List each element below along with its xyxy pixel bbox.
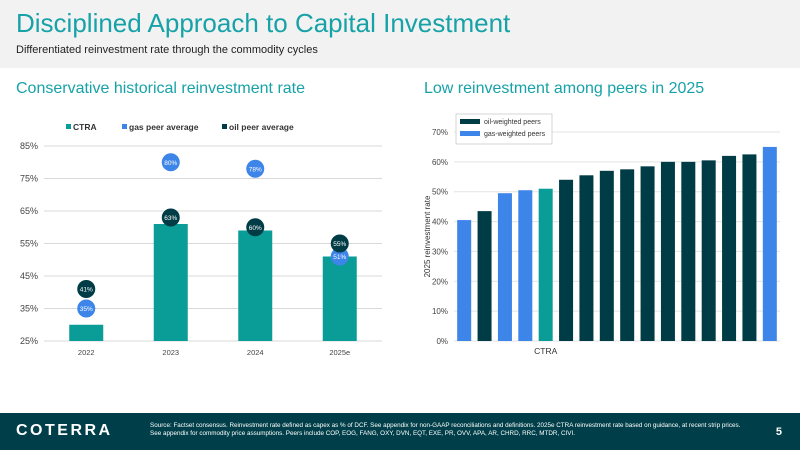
gas-peer-bar <box>762 146 777 341</box>
legend-label: gas-weighted peers <box>484 131 546 138</box>
x-tick-label: 2023 <box>162 348 179 357</box>
gas-peer-bar <box>518 190 533 341</box>
oil-peer-bar <box>599 170 614 341</box>
y-tick-label: 75% <box>20 174 38 184</box>
y-tick-label: 65% <box>20 206 38 216</box>
right-chart-title: Low reinvestment among peers in 2025 <box>424 80 705 97</box>
footer-band: COTERRA Source: Factset consensus. Reinv… <box>0 413 800 450</box>
legend-swatch <box>460 131 480 136</box>
peer-reinvestment-chart: 0% 10% 20% 30% 40% 50% 60% 70% 2025 reinvestment… <box>423 113 780 356</box>
y-tick-label: 50% <box>432 188 448 197</box>
oil-peer-marker <box>77 280 96 298</box>
x-tick-label: 2025e <box>329 348 350 357</box>
x-tick-label: 2022 <box>78 348 95 357</box>
gas-peer-marker <box>330 247 349 266</box>
legend-label: CTRA <box>73 122 97 132</box>
y-tick-label: 20% <box>432 277 448 286</box>
page-subtitle: Differentiated reinvestment rate through… <box>16 44 318 56</box>
oil-peer-bar <box>640 166 655 341</box>
oil-peer-label: 60% <box>249 225 262 232</box>
gas-peer-label: 51% <box>333 254 346 261</box>
legend-label: oil peer average <box>229 122 294 132</box>
gas-peer-marker <box>246 159 265 178</box>
gas-peer-label: 80% <box>164 160 177 167</box>
ctra-bar-label: CTRA <box>534 346 557 356</box>
y-tick-label: 0% <box>436 337 448 346</box>
oil-peer-marker <box>161 208 180 227</box>
legend-label: oil-weighted peers <box>484 119 541 126</box>
y-tick-label: 85% <box>20 141 38 151</box>
page-title: Disciplined Approach to Capital Investme… <box>16 8 511 38</box>
y-tick-label: 45% <box>20 271 38 281</box>
ctra-bar <box>322 256 357 341</box>
legend-swatch <box>66 124 71 129</box>
oil-peer-bar <box>477 211 492 341</box>
gas-peer-label: 78% <box>249 166 262 173</box>
gas-peer-marker <box>161 153 180 172</box>
legend-swatch <box>122 124 127 129</box>
historical-reinvestment-chart: 25% 35% 45% 55% 65% 75% 85% 2022 35% 41% 2023 80% 63… <box>20 122 382 357</box>
x-tick-label: 2024 <box>247 348 264 357</box>
source-note: Source: Factset consensus. Reinvestment … <box>150 422 741 437</box>
coterra-logo: COTERRA <box>16 422 113 439</box>
legend-swatch <box>222 124 227 129</box>
left-chart-title: Conservative historical reinvestment rat… <box>16 80 306 97</box>
oil-peer-marker <box>246 218 265 237</box>
oil-peer-bar <box>681 161 696 341</box>
header-band: Disciplined Approach to Capital Investme… <box>0 0 800 68</box>
oil-peer-bar <box>722 155 737 341</box>
y-tick-label: 55% <box>20 239 38 249</box>
ctra-bar <box>538 188 553 341</box>
legend-label: gas peer average <box>129 122 199 132</box>
page-number: 5 <box>775 426 782 438</box>
y-tick-label: 30% <box>432 247 448 256</box>
y-tick-label: 70% <box>432 128 448 137</box>
gas-peer-bar <box>497 193 512 341</box>
oil-peer-marker <box>330 234 349 253</box>
y-tick-label: 10% <box>432 307 448 316</box>
oil-peer-bar <box>660 161 675 341</box>
oil-peer-label: 41% <box>80 287 93 294</box>
legend-swatch <box>460 119 480 124</box>
y-tick-label: 35% <box>20 304 38 314</box>
y-tick-label: 60% <box>432 158 448 167</box>
oil-peer-bar <box>559 179 574 341</box>
ctra-bar <box>238 230 273 341</box>
ctra-bar <box>69 324 104 341</box>
oil-peer-label: 63% <box>164 215 177 222</box>
gas-peer-label: 35% <box>80 306 93 313</box>
gas-peer-marker <box>77 299 96 318</box>
y-tick-label: 40% <box>432 218 448 227</box>
oil-peer-bar <box>701 160 716 341</box>
y-axis-label: 2025 reinvestment rate <box>423 195 432 277</box>
ctra-bar <box>153 224 188 341</box>
y-tick-label: 25% <box>20 336 38 346</box>
oil-peer-bar <box>579 175 594 341</box>
gas-peer-bar <box>457 220 472 341</box>
oil-peer-bar <box>620 169 635 341</box>
oil-peer-bar <box>742 154 757 341</box>
oil-peer-label: 55% <box>333 241 346 248</box>
